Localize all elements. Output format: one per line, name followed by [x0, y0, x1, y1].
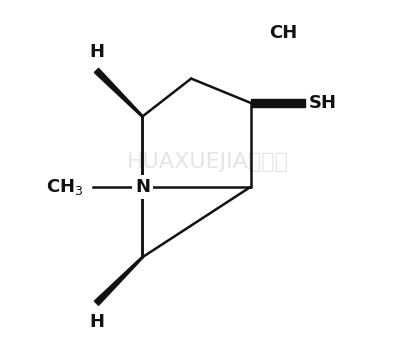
Polygon shape [95, 68, 143, 117]
Text: CH: CH [269, 24, 297, 42]
Text: SH: SH [309, 94, 337, 112]
Text: N: N [135, 178, 150, 196]
Text: H: H [89, 313, 104, 331]
Polygon shape [251, 99, 305, 107]
Text: H: H [89, 43, 104, 61]
Text: CH$_3$: CH$_3$ [46, 177, 83, 197]
Text: HUAXUEJIA化学加: HUAXUEJIA化学加 [126, 152, 288, 172]
Polygon shape [95, 257, 143, 305]
